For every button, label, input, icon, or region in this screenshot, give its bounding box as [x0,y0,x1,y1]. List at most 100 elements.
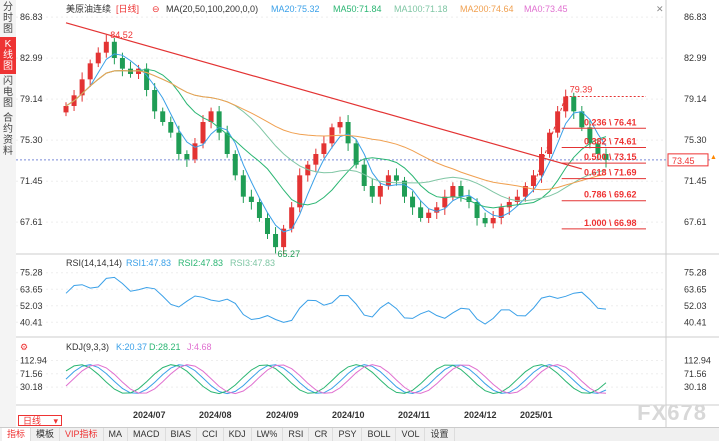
tab-4[interactable]: MACD [128,428,166,441]
candle-body [522,186,528,197]
rsi-tick-right: 52.03 [684,301,707,311]
candle-body [63,106,69,113]
close-icon: ✕ [656,4,664,14]
price-tick-right: 82.99 [684,53,707,63]
date-label: 2024/07 [133,410,166,420]
candle-body [506,202,512,208]
rsi-line [65,276,607,325]
tab-12[interactable]: BOLL [362,428,397,441]
fib-level-label: 0.500 \ 73.15 [584,152,637,162]
candle-body [434,207,440,213]
candle-body [587,127,593,144]
kdj-j-value: J:4.68 [187,342,212,352]
fib-level-label: 0.236 \ 76.41 [584,117,637,127]
sidebar-item-0[interactable]: 分 时 图 [3,2,13,35]
date-label: 2025/01 [520,410,553,420]
price-tick-right: 67.61 [684,217,707,227]
rsi-tick-right: 40.41 [684,317,707,327]
kdj-tick-left: 112.94 [20,355,47,365]
tab-6[interactable]: CCI [197,428,224,441]
chevron-down-icon: ▾ [53,416,58,426]
candle-body [111,41,117,58]
sidebar-item-3[interactable]: 合 约 资 料 [3,113,13,157]
price-tick-left: 79.14 [20,94,43,104]
candle-body [385,175,391,186]
candle-body [490,218,496,224]
candle-body [377,186,383,197]
kdj-tick-left: 71.56 [20,369,43,379]
kdj-tick-right: 71.56 [684,369,707,379]
fib-level-label: 0.618 \ 71.69 [584,168,637,178]
candle-body [337,122,343,128]
candle-body [256,202,262,218]
candle-body [393,175,399,181]
candle-body [474,202,480,218]
candle-body [136,68,142,74]
rsi1-value: RSI1:47.83 [126,258,171,268]
candle-body [176,132,182,154]
candle-body [458,186,464,197]
price-tick-left: 86.83 [20,12,43,22]
candle-body [103,41,109,53]
settings-icon: ⚙ [20,342,28,352]
candle-body [273,234,279,248]
fib-level-label: 0.382 \ 74.61 [584,136,637,146]
candle-body [192,143,198,160]
candle-body [297,175,303,208]
candle-body [79,79,85,96]
candle-body [579,111,585,128]
candle-body [313,154,319,165]
sidebar: 分 时 图 K 线 图闪 电 图合 约 资 料 [0,0,17,440]
rsi2-value: RSI2:47.83 [178,258,223,268]
kdj-k-line [65,364,607,395]
kdj-tick-left: 30.18 [20,382,43,392]
candle-body [321,143,327,154]
rsi-tick-left: 40.41 [20,317,43,327]
tab-14[interactable]: 设置 [425,428,455,441]
candle-body [426,212,432,218]
candle-body [87,63,93,80]
date-label: 2024/11 [398,410,430,420]
tab-7[interactable]: KDJ [224,428,252,441]
candle-body [482,218,488,224]
candle-body [369,186,375,197]
rsi3-value: RSI3:47.83 [230,258,275,268]
candle-body [530,175,536,186]
kdj-k-value: K:20.37 [116,342,147,352]
kdj-label: KDJ(9,3,3) [66,342,109,352]
header-period: [日线] [116,3,139,14]
candle-body [410,196,416,208]
candle-body [232,154,238,176]
tab-5[interactable]: BIAS [166,428,198,441]
candle-body [168,122,174,133]
sidebar-item-1[interactable]: K 线 图 [0,37,16,74]
header-ma20: MA20:75.32 [271,4,320,14]
tab-13[interactable]: VOL [396,428,426,441]
tab-9[interactable]: RSI [283,428,310,441]
rsi-tick-left: 63.65 [20,284,43,294]
rsi-tick-left: 75.28 [20,268,43,278]
header-symbol: 美原油连续 [66,3,111,14]
date-label: 2024/10 [332,410,365,420]
tab-3[interactable]: MA [104,428,129,441]
price-tick-left: 75.30 [20,135,43,145]
current-price-label: 73.45 [672,156,695,166]
candle-body [289,207,295,229]
tab-10[interactable]: CR [309,428,334,441]
candle-body [603,154,609,160]
tab-8[interactable]: LW% [252,428,284,441]
tab-1[interactable]: 模板 [31,428,61,441]
tab-0[interactable]: 指标 [2,428,32,441]
price-tick-left: 71.45 [20,176,43,186]
candle-body [95,52,101,64]
period-select[interactable]: 日线 ▾ [18,415,62,426]
fib-leg [532,96,567,187]
rsi-tick-left: 52.03 [20,301,43,311]
low-label: 65.27 [278,249,301,259]
tab-2[interactable]: VIP指标 [60,428,104,441]
header-ma_label: MA(20,50,100,200,0,0) [166,4,258,14]
tab-11[interactable]: PSY [333,428,363,441]
sidebar-item-2[interactable]: 闪 电 图 [3,76,13,109]
candle-body [160,111,166,122]
candle-body [450,186,456,197]
